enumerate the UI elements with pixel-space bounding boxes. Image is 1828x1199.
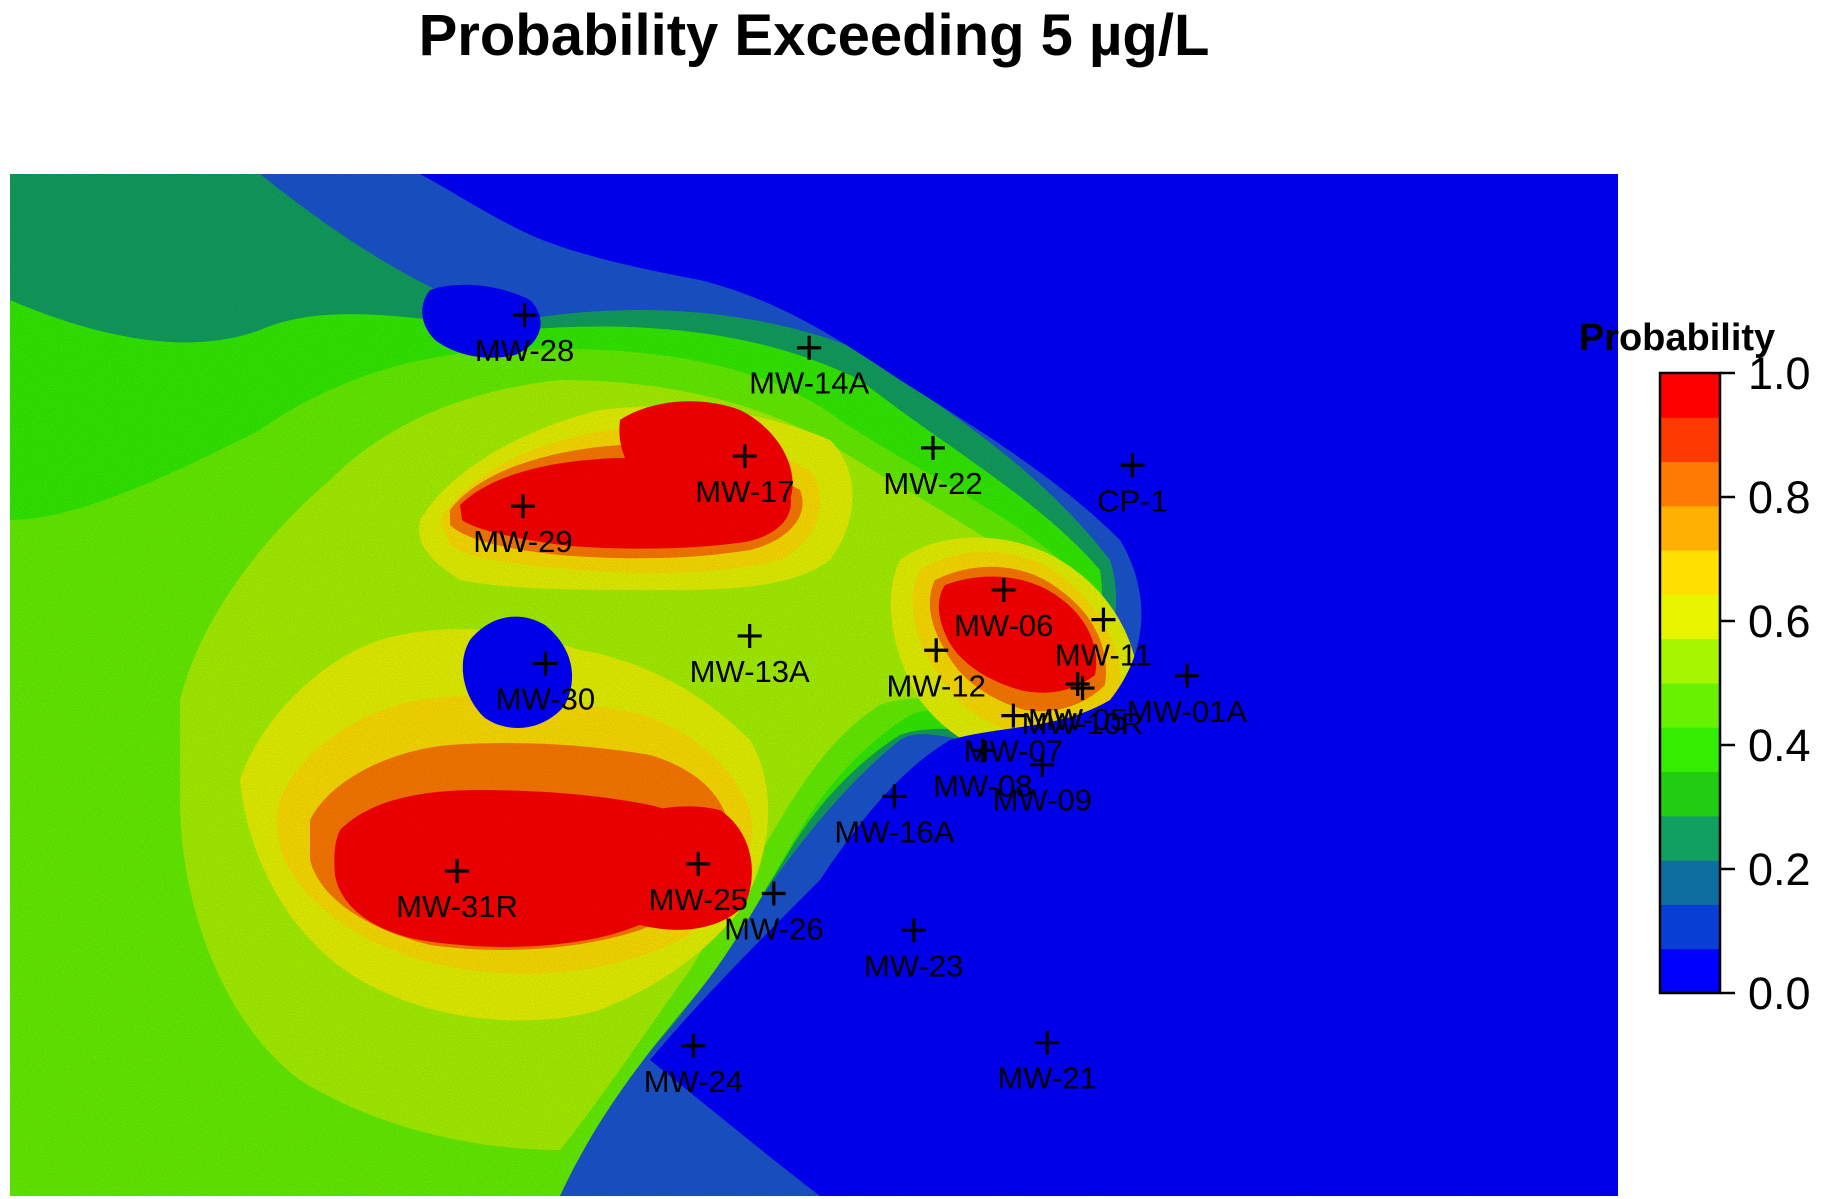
well-marker: [1065, 671, 1090, 696]
well-marker: [1030, 752, 1055, 777]
well-mw-17: MW-17: [695, 444, 795, 509]
well-marker: [924, 638, 949, 663]
well-marker: [681, 1033, 706, 1058]
well-marker: [512, 303, 537, 328]
well-marker: [1070, 676, 1095, 701]
legend-swatch: [1660, 904, 1720, 950]
well-label: MW-29: [473, 524, 572, 559]
well-label: MW-25: [649, 882, 748, 917]
well-marker: [533, 651, 558, 676]
well-mw-05: MW-05: [1028, 671, 1127, 737]
well-mw-14a: MW-14A: [749, 335, 869, 401]
well-label: MW-12: [887, 668, 986, 703]
legend-swatch: [1660, 373, 1720, 418]
legend-swatch: [1660, 815, 1720, 861]
well-label: MW-22: [883, 466, 982, 501]
well-marker: [1035, 1030, 1060, 1055]
well-label: MW-16A: [834, 814, 954, 849]
legend-swatch: [1660, 417, 1720, 463]
well-label: MW-21: [997, 1061, 1096, 1096]
well-marker: [970, 738, 995, 763]
well-label: MW-24: [644, 1064, 743, 1099]
well-marker: [991, 577, 1016, 602]
well-mw-01a: MW-01A: [1127, 663, 1247, 729]
legend-swatch: [1660, 505, 1720, 551]
well-mw-21: MW-21: [997, 1030, 1097, 1096]
well-marker: [901, 918, 926, 943]
well-mw-29: MW-29: [473, 494, 573, 559]
chart-title: Probability Exceeding 5 µg/L: [418, 3, 1210, 68]
legend-tick-label: 0.4: [1748, 720, 1811, 771]
well-label: MW-26: [724, 911, 823, 946]
well-mw-09: MW-09: [993, 752, 1092, 818]
well-marker: [510, 494, 535, 519]
well-label: MW-30: [496, 682, 595, 717]
well-mw-12: MW-12: [887, 638, 986, 703]
legend-swatch: [1660, 594, 1720, 640]
well-mw-08: MW-08: [933, 738, 1033, 803]
well-mw-28: MW-28: [475, 303, 574, 368]
legend-swatch: [1660, 860, 1720, 905]
well-label: MW-14A: [749, 366, 869, 401]
well-mw-31r: MW-31R: [396, 859, 518, 924]
well-mw-26: MW-26: [724, 881, 823, 946]
well-label: MW-09: [993, 783, 1092, 818]
well-marker: [1091, 607, 1116, 632]
well-marker: [1001, 703, 1026, 728]
well-mw-16a: MW-16A: [834, 784, 955, 849]
well-mw-22: MW-22: [883, 435, 983, 501]
legend-tick-label: 0.8: [1748, 472, 1811, 523]
well-marker: [445, 859, 470, 884]
well-label: MW-10R: [1022, 706, 1144, 741]
well-markers: MW-28 MW-14A MW-29 MW-17 MW-22 CP-1 MW-06MW-11…: [396, 303, 1247, 1099]
well-marker: [1120, 453, 1145, 478]
legend-swatch: [1660, 638, 1720, 684]
legend-swatch: [1660, 683, 1720, 728]
well-marker: [686, 851, 711, 876]
legend-frame: [1658, 371, 1722, 995]
well-mw-30: MW-30: [496, 651, 595, 717]
well-label: MW-11: [1055, 638, 1152, 673]
well-mw-24: MW-24: [644, 1033, 743, 1099]
legend-swatch: [1660, 948, 1720, 994]
well-marker: [732, 444, 757, 469]
well-label: MW-13A: [690, 654, 810, 689]
well-mw-25: MW-25: [649, 851, 748, 917]
well-mw-06: MW-06: [954, 577, 1053, 643]
well-marker: [882, 784, 907, 809]
well-cp-1: CP-1: [1097, 453, 1168, 518]
well-label: MW-28: [475, 333, 574, 368]
well-label: MW-08: [933, 768, 1032, 803]
legend-swatch: [1660, 461, 1720, 507]
legend-tick-label: 0.2: [1748, 844, 1811, 895]
legend-tick-label: 0.6: [1748, 596, 1811, 647]
legend-tick-label: 0.0: [1748, 968, 1811, 1019]
surface-texture: [10, 174, 1618, 1196]
well-label: MW-01A: [1127, 694, 1247, 729]
well-marker: [1175, 663, 1200, 688]
well-marker: [761, 881, 786, 906]
well-mw-11: MW-11: [1055, 607, 1152, 673]
legend-swatch: [1660, 550, 1720, 595]
legend-title: Probability: [1579, 317, 1775, 359]
well-label: MW-05: [1028, 702, 1127, 737]
well-label: CP-1: [1097, 483, 1168, 518]
well-label: MW-06: [954, 608, 1053, 643]
well-marker: [920, 435, 945, 460]
well-label: MW-17: [695, 474, 794, 509]
legend-swatch: [1660, 727, 1720, 773]
legend: Probability 0.0 0.2 0.4 0.6 0.8 1.0: [1579, 317, 1811, 1019]
well-mw-23: MW-23: [864, 918, 963, 983]
legend-swatch: [1660, 771, 1720, 817]
well-label: MW-31R: [396, 889, 518, 924]
well-mw-13a: MW-13A: [690, 623, 810, 689]
legend-tick-label: 1.0: [1748, 348, 1811, 399]
well-marker: [797, 335, 822, 360]
well-label: MW-23: [864, 948, 963, 983]
well-mw-10r: MW-10R: [1022, 676, 1144, 741]
well-marker: [737, 623, 762, 648]
